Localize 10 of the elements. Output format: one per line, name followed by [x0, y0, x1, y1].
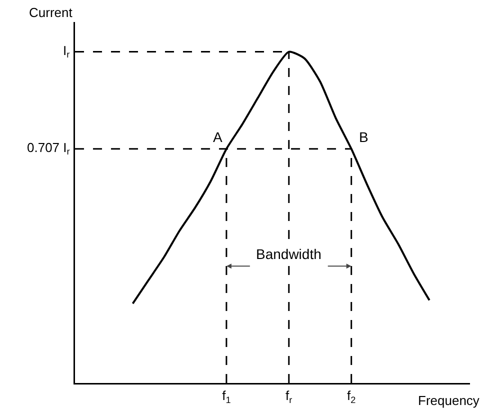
y-axis-title: Current — [29, 5, 73, 20]
x-tick-label: f$_{1}$ — [222, 388, 231, 405]
annotation: A — [213, 129, 223, 145]
ref-line-label: 0.707 I$_{r}$ — [27, 140, 70, 157]
annotation: Bandwidth — [256, 246, 322, 262]
annotation: B — [359, 129, 368, 145]
ref-line-label: I$_{r}$ — [63, 43, 70, 60]
x-tick-label: f$_{r}$ — [286, 388, 292, 405]
x-axis-title: Frequency — [418, 393, 480, 408]
x-tick-label: f$_{2}$ — [346, 388, 356, 405]
